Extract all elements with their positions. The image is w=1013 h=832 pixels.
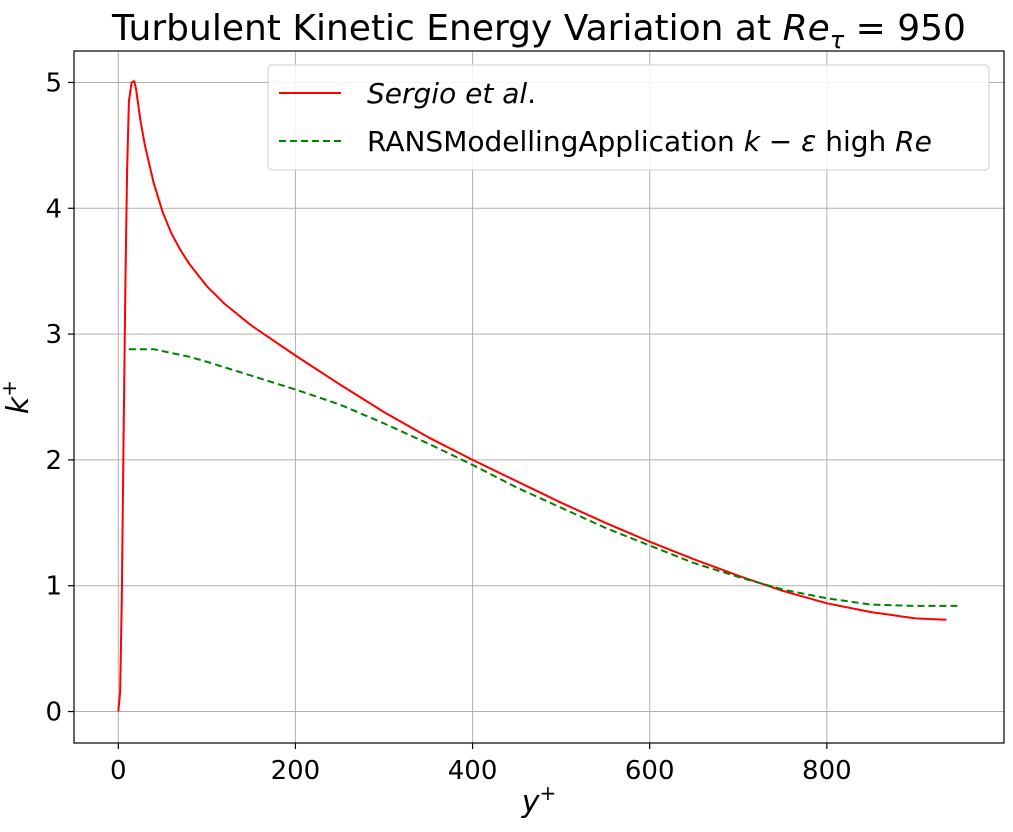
axes-frame: [73, 50, 1005, 744]
y-axis-label: k+: [0, 380, 36, 414]
series-line-1: [117, 80, 947, 712]
legend-label-1: Sergio et al.: [367, 77, 536, 110]
x-tick-label: 800: [802, 756, 852, 786]
y-tick-label: 0: [45, 698, 62, 728]
y-tick-label: 3: [45, 320, 62, 350]
legend-label-2: RANSModellingApplication k − ε high Re: [367, 125, 932, 158]
legend-box: [267, 64, 990, 171]
x-tick-label: 400: [448, 756, 498, 786]
legend: Sergio et al. RANSModellingApplication k …: [267, 64, 990, 171]
y-tick-label: 2: [45, 446, 62, 476]
y-tick-label: 4: [45, 194, 62, 224]
series-layer: [117, 80, 960, 712]
y-tick-label: 1: [45, 572, 62, 602]
x-tick-label: 600: [625, 756, 675, 786]
x-tick-label: 200: [271, 756, 321, 786]
series-line-2: [128, 348, 960, 607]
y-tick-label: 5: [45, 68, 62, 98]
chart-title: Turbulent Kinetic Energy Variation at Re…: [111, 8, 966, 54]
x-tick-label: 0: [110, 756, 127, 786]
ticks: 0 200 400 600 800 0 1 2 3 4 5: [45, 68, 851, 786]
x-axis-label: y+: [521, 781, 557, 820]
